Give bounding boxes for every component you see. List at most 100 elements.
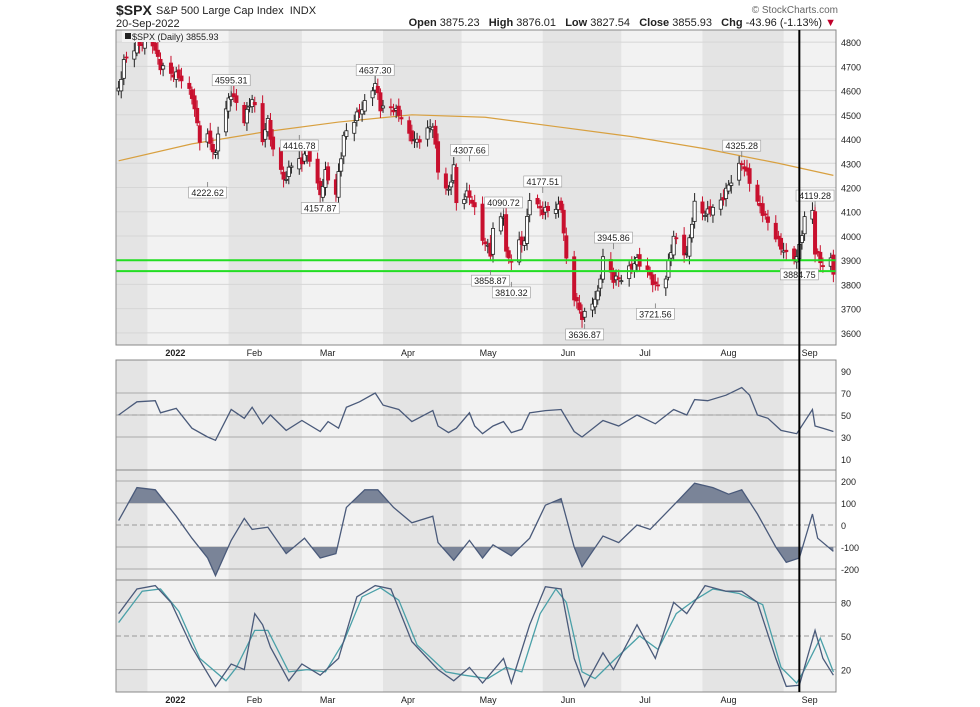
price-label-box <box>279 139 319 152</box>
price-label-box <box>188 186 227 199</box>
candle-up <box>339 158 344 172</box>
candle-up <box>462 199 467 204</box>
candle-up <box>336 171 341 198</box>
price-label-box <box>523 175 563 188</box>
candle-down <box>187 82 192 89</box>
price-label-box <box>211 74 251 87</box>
candle-down <box>407 120 412 134</box>
price-label: 4416.78 <box>283 141 316 151</box>
candle-down <box>616 277 621 280</box>
candle-up <box>600 256 605 280</box>
candle-down <box>763 213 768 216</box>
candle-down <box>818 251 823 264</box>
candle-down <box>559 200 564 211</box>
indicator-tick-label: 30 <box>841 433 851 443</box>
candle-down <box>260 103 265 143</box>
candle-up <box>687 237 692 257</box>
candle-down <box>700 201 705 214</box>
candle-down <box>653 281 658 285</box>
candle-up <box>341 134 346 157</box>
month-label-bottom: May <box>480 695 498 705</box>
candle-down <box>831 254 836 275</box>
candle-down <box>648 272 653 276</box>
candle-up <box>344 130 349 137</box>
candle-down <box>682 234 687 256</box>
candle-up <box>593 298 598 308</box>
candle-up <box>263 129 268 140</box>
legend-label: $SPX (Daily) 3855.93 <box>132 32 219 42</box>
high-label: High <box>488 17 514 29</box>
candle-down <box>153 42 158 51</box>
candle-up <box>381 105 386 109</box>
candle-up <box>449 181 454 188</box>
price-tick-label: 4500 <box>841 111 861 121</box>
month-label-bottom: Feb <box>247 695 263 705</box>
candle-down <box>467 190 472 198</box>
indicator-tick-label: 200 <box>841 477 856 487</box>
candle-down <box>674 237 679 240</box>
chart-header: $SPX S&P 500 Large Cap Index INDX © Stoc… <box>116 2 838 32</box>
candle-up <box>360 109 365 115</box>
candle-up <box>229 95 234 100</box>
candle-up <box>525 216 530 244</box>
candle-up <box>320 186 325 198</box>
price-label: 4637.30 <box>359 66 392 76</box>
candle-up <box>595 290 600 301</box>
candle-up <box>284 178 289 181</box>
candle-up <box>498 216 503 232</box>
candle-down <box>399 117 404 120</box>
candle-up <box>517 239 522 263</box>
price-label-box <box>594 231 633 244</box>
low-value: 3827.54 <box>590 17 631 29</box>
candle-down <box>813 211 818 255</box>
candle-down <box>210 144 215 153</box>
candle-down <box>747 168 752 184</box>
candle-down <box>176 69 181 79</box>
candle-up <box>724 187 729 199</box>
indicator-tick-label: -200 <box>841 565 859 575</box>
down-arrow-icon: ▼ <box>825 17 836 29</box>
symbol-title: $SPX <box>116 2 152 18</box>
indicator-tick-label: 90 <box>841 367 851 377</box>
price-tick-label: 4100 <box>841 208 861 218</box>
price-label: 4119.28 <box>799 191 831 201</box>
candle-down <box>252 102 257 106</box>
candle-down <box>765 216 770 223</box>
candle-down <box>195 107 200 124</box>
candle-up <box>491 228 496 255</box>
candle-up <box>132 50 137 60</box>
candle-down <box>197 125 202 143</box>
indicator-tick-label: 80 <box>841 598 851 608</box>
price-label: 3721.56 <box>639 309 672 319</box>
legend-background <box>122 30 222 42</box>
candle-up <box>121 59 126 79</box>
candle-down <box>564 235 569 259</box>
legend-swatch <box>125 33 131 39</box>
pane-1-border <box>115 29 837 346</box>
month-label: Mar <box>320 348 336 358</box>
candle-down <box>391 109 396 113</box>
candle-up <box>627 265 632 279</box>
candle-up <box>710 206 715 216</box>
candle-down <box>396 105 401 116</box>
price-tick-label: 4600 <box>841 87 861 97</box>
candle-down <box>315 158 320 184</box>
candle-up <box>161 65 166 70</box>
price-tick-label: 3900 <box>841 256 861 266</box>
month-label-bottom: Aug <box>720 695 736 705</box>
candle-up <box>362 100 367 112</box>
month-label: Jul <box>639 348 651 358</box>
candle-down <box>538 205 543 209</box>
candle-down <box>271 136 276 150</box>
candle-down <box>388 106 393 109</box>
month-label: Feb <box>247 348 263 358</box>
price-label: 4177.51 <box>526 177 559 187</box>
price-label-box <box>492 286 531 299</box>
candle-down <box>760 203 765 216</box>
candle-down <box>480 203 485 241</box>
close-label: Close <box>639 17 670 29</box>
candle-down <box>436 141 441 173</box>
candle-up <box>663 278 668 289</box>
candle-down <box>506 250 511 259</box>
